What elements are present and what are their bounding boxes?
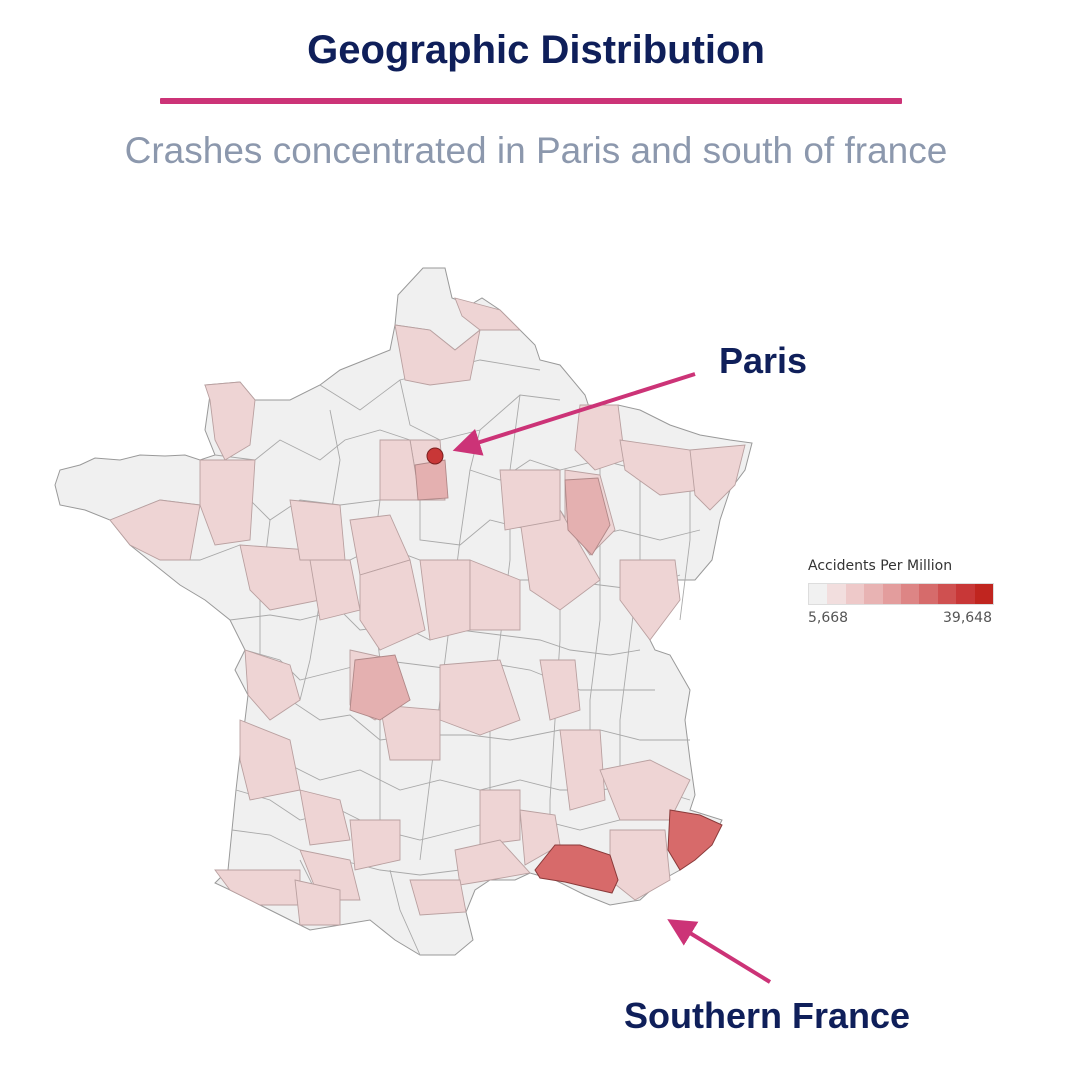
southern-france-label: Southern France bbox=[624, 995, 911, 1036]
legend-title: Accidents Per Million bbox=[808, 558, 953, 574]
page-title: Geographic Distribution bbox=[307, 28, 765, 72]
paris-arrow bbox=[452, 372, 696, 456]
title-underline bbox=[160, 98, 902, 104]
legend-color-scale bbox=[808, 583, 994, 605]
legend-step-4 bbox=[882, 584, 902, 604]
legend-step-1 bbox=[827, 584, 846, 604]
legend-step-6 bbox=[919, 584, 938, 604]
legend-step-7 bbox=[937, 584, 957, 604]
paris-label: Paris bbox=[719, 340, 808, 381]
legend-step-8 bbox=[956, 584, 975, 604]
legend-step-3 bbox=[864, 584, 883, 604]
paris-region bbox=[426, 447, 444, 465]
page-subtitle: Crashes concentrated in Paris and south … bbox=[124, 130, 948, 171]
legend-step-9 bbox=[974, 584, 994, 604]
legend-min-label: 5,668 bbox=[808, 610, 849, 626]
department-borders bbox=[109, 324, 731, 956]
color-legend: Accidents Per Million 5,668 39,648 bbox=[808, 558, 998, 626]
alpes-maritimes-region bbox=[667, 809, 723, 871]
legend-max-label: 39,648 bbox=[943, 610, 992, 626]
southern-france-arrow bbox=[667, 919, 772, 984]
bouches-du-rhone-region bbox=[534, 844, 619, 894]
legend-step-2 bbox=[845, 584, 865, 604]
legend-step-0 bbox=[809, 584, 828, 604]
legend-step-5 bbox=[901, 584, 920, 604]
